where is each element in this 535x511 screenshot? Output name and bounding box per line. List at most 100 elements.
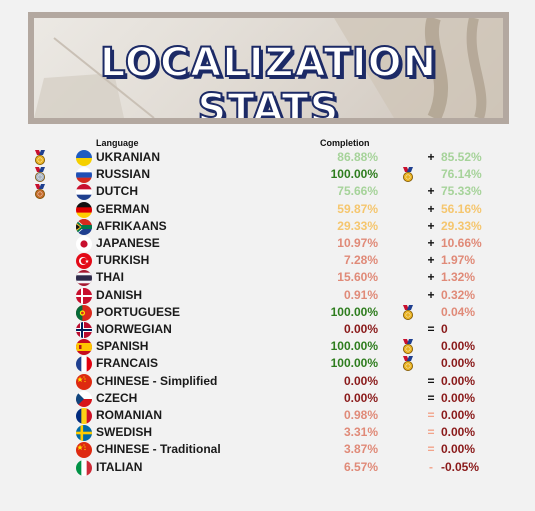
change-sign: = — [427, 408, 435, 422]
completion-value: 59.87% — [337, 201, 378, 216]
column-header-completion: Completion — [320, 138, 370, 148]
completion-value: 0.91% — [343, 287, 378, 302]
completion-value: 86.88% — [337, 150, 378, 164]
table-row: ITALIAN 6.57% - -0.05% — [0, 459, 535, 476]
russia-flag-icon — [76, 167, 92, 184]
language-name: SPANISH — [96, 339, 149, 354]
denmark-flag-icon — [76, 287, 92, 304]
banner-background-art — [34, 18, 503, 118]
table-row: DANISH 0.91% +0.32% — [0, 287, 535, 304]
change-sign: + — [427, 150, 435, 164]
change-value: 0.00% — [441, 373, 476, 388]
language-name: CZECH — [96, 390, 138, 405]
completion-value: 3.31% — [343, 425, 378, 440]
completion-value: 0.00% — [343, 373, 378, 388]
change-sign: + — [427, 287, 435, 302]
czech-flag-icon — [76, 390, 92, 407]
southafrica-flag-icon — [76, 218, 92, 235]
table-row: THAI 15.60% +1.32% — [0, 269, 535, 287]
change-sign: = — [427, 425, 435, 440]
table-row: TURKISH 7.28% +1.97% — [0, 252, 535, 270]
table-row: DUTCH 75.66% +75.33% — [0, 183, 535, 201]
change-sign: - — [429, 459, 433, 474]
language-name: RUSSIAN — [96, 167, 151, 182]
spain-flag-icon — [76, 339, 92, 356]
change-sign: = — [427, 390, 435, 405]
table-row: CHINESE - Traditional 3.87% = 0.00% — [0, 441, 535, 459]
change-sign: = — [427, 442, 435, 457]
completion-value: 0.00% — [343, 390, 378, 405]
gold-medal-icon — [401, 356, 415, 372]
italy-flag-icon — [76, 459, 92, 476]
completion-value: 10.97% — [337, 236, 378, 250]
table-row: NORWEGIAN 0.00% = 0 — [0, 321, 535, 338]
change-sign: + — [427, 184, 435, 199]
change-value: 1.97% — [441, 253, 476, 268]
table-row: RUSSIAN 100.00% 76.14% — [0, 166, 535, 184]
completion-value: 100.00% — [330, 167, 378, 182]
gold-medal-icon — [401, 167, 415, 183]
change-sign: + — [427, 236, 435, 250]
completion-value: 100.00% — [330, 304, 378, 319]
table-row: GERMAN 59.87% +56.16% — [0, 201, 535, 218]
change-value: 0.00% — [441, 408, 476, 422]
completion-value: 0.00% — [343, 322, 378, 336]
portugal-flag-icon — [76, 304, 92, 321]
table-row: CHINESE - Simplified 0.00% = 0.00% — [0, 373, 535, 390]
change-value: 10.66% — [441, 236, 482, 250]
change-sign: + — [427, 218, 435, 233]
china-flag-icon — [76, 442, 92, 459]
change-value: 0.32% — [441, 287, 476, 302]
banner: LOCALIZATION STATS — [28, 12, 509, 124]
gold-medal-icon — [401, 304, 415, 320]
change-sign: + — [427, 253, 435, 268]
germany-flag-icon — [76, 201, 92, 218]
sweden-flag-icon — [76, 425, 92, 442]
table-row: ROMANIAN 0.98% = 0.00% — [0, 407, 535, 424]
banner-title: LOCALIZATION STATS — [99, 39, 438, 118]
language-name: ITALIAN — [96, 459, 143, 474]
change-value: 0.00% — [441, 339, 476, 354]
language-name: AFRIKAANS — [96, 218, 167, 233]
column-header-language: Language — [96, 138, 139, 148]
japan-flag-icon — [76, 236, 92, 252]
change-value: 0.00% — [441, 425, 476, 440]
completion-value: 0.98% — [343, 408, 378, 422]
change-value: 56.16% — [441, 201, 482, 216]
gold-medal-icon — [401, 339, 415, 355]
change-value: 75.33% — [441, 184, 482, 199]
language-name: CHINESE - Simplified — [96, 373, 218, 388]
france-flag-icon — [76, 356, 92, 373]
table-row: FRANCAIS 100.00% 0.00% — [0, 355, 535, 373]
netherlands-flag-icon — [76, 184, 92, 201]
completion-value: 6.57% — [343, 459, 378, 474]
change-sign: = — [427, 322, 435, 336]
china-flag-icon — [76, 373, 92, 390]
language-name: NORWEGIAN — [96, 322, 172, 336]
completion-value: 3.87% — [343, 442, 378, 457]
change-value: 0.00% — [441, 356, 476, 371]
change-value: 0.00% — [441, 390, 476, 405]
change-sign: = — [427, 373, 435, 388]
change-value: 85.52% — [441, 150, 482, 164]
table-row: AFRIKAANS 29.33% +29.33% — [0, 218, 535, 235]
language-name: CHINESE - Traditional — [96, 442, 221, 457]
table-row: PORTUGUESE 100.00% 0.04% — [0, 304, 535, 321]
change-value: 0.04% — [441, 304, 476, 319]
language-name: GERMAN — [96, 201, 150, 216]
language-name: PORTUGUESE — [96, 304, 181, 319]
banner-artwork: LOCALIZATION STATS — [34, 18, 503, 118]
language-name: UKRANIAN — [96, 150, 160, 164]
romania-flag-icon — [76, 408, 92, 424]
table-row: CZECH 0.00% = 0.00% — [0, 390, 535, 407]
completion-value: 75.66% — [337, 184, 378, 199]
table-row: SPANISH 100.00% 0.00% — [0, 338, 535, 356]
change-value: 76.14% — [441, 167, 482, 182]
change-sign: + — [427, 201, 435, 216]
bronze-medal-icon — [33, 184, 47, 200]
completion-value: 7.28% — [343, 253, 378, 268]
change-value: 1.32% — [441, 270, 476, 285]
norway-flag-icon — [76, 322, 92, 338]
change-sign: + — [427, 270, 435, 285]
change-value: 0.00% — [441, 442, 476, 457]
